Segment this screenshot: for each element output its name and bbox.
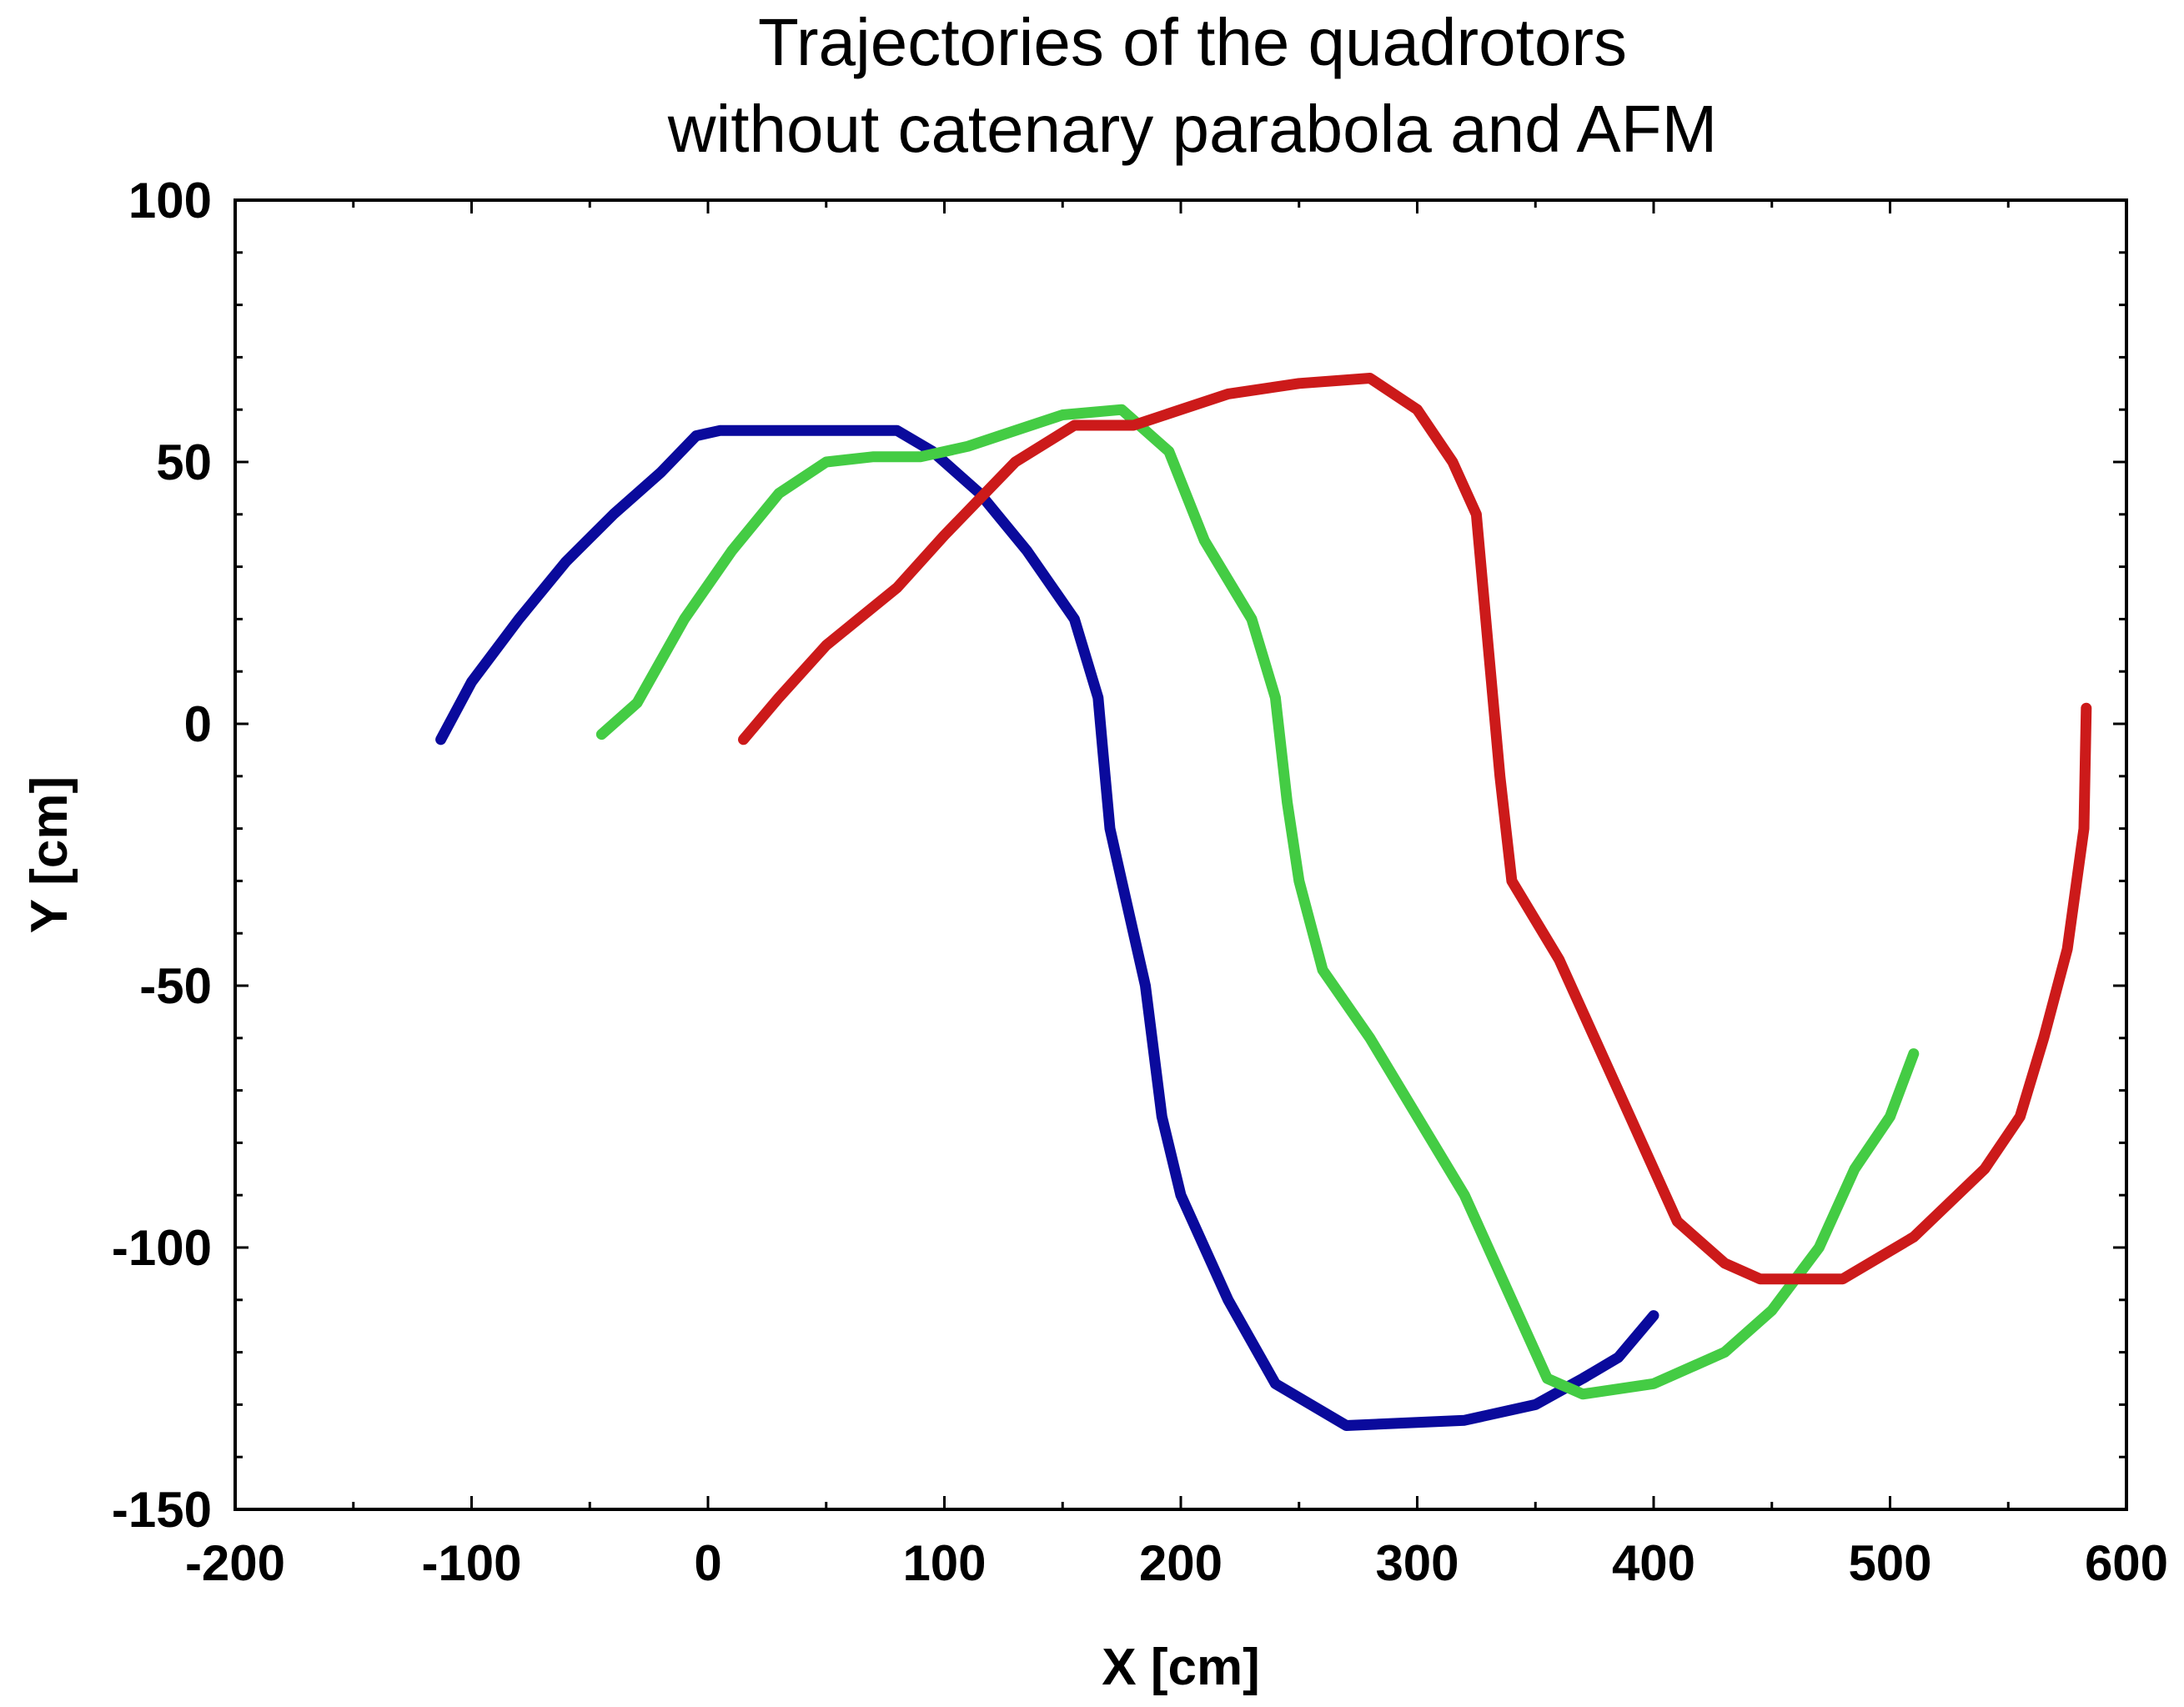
y-tick-label: 50 bbox=[156, 434, 212, 490]
tick-marks bbox=[233, 198, 2128, 1511]
x-tick-label: 0 bbox=[694, 1535, 721, 1591]
series-line-red bbox=[738, 373, 2092, 1285]
chart-title-line-1: Trajectories of the quadrotors bbox=[758, 5, 1627, 79]
y-tick-label: 0 bbox=[184, 696, 212, 752]
y-tick-label: -150 bbox=[112, 1482, 212, 1538]
x-tick-label: 500 bbox=[1848, 1535, 1931, 1591]
y-tick-label: -50 bbox=[139, 958, 212, 1014]
x-tick-label: 100 bbox=[902, 1535, 986, 1591]
series-line-blue bbox=[435, 424, 1659, 1431]
x-tick-label: -200 bbox=[185, 1535, 285, 1591]
x-tick-label: 400 bbox=[1612, 1535, 1695, 1591]
chart-title-line-2: without catenary parabola and AFM bbox=[667, 92, 1718, 166]
y-axis-label: Y [cm] bbox=[21, 776, 78, 933]
x-axis-label: X [cm] bbox=[1102, 1639, 1259, 1696]
x-tick-label: 300 bbox=[1375, 1535, 1459, 1591]
trajectory-series bbox=[435, 373, 2092, 1431]
x-tick-label: 600 bbox=[2085, 1535, 2168, 1591]
y-tick-labels: 100 50 0 -50 -100 -150 bbox=[112, 173, 212, 1538]
y-tick-label: 100 bbox=[128, 173, 212, 228]
series-line-green bbox=[595, 404, 1920, 1400]
x-tick-label: 200 bbox=[1139, 1535, 1223, 1591]
y-tick-label: -100 bbox=[112, 1220, 212, 1276]
x-tick-labels: -200 -100 0 100 200 300 400 500 600 bbox=[185, 1535, 2168, 1591]
x-tick-label: -100 bbox=[421, 1535, 521, 1591]
